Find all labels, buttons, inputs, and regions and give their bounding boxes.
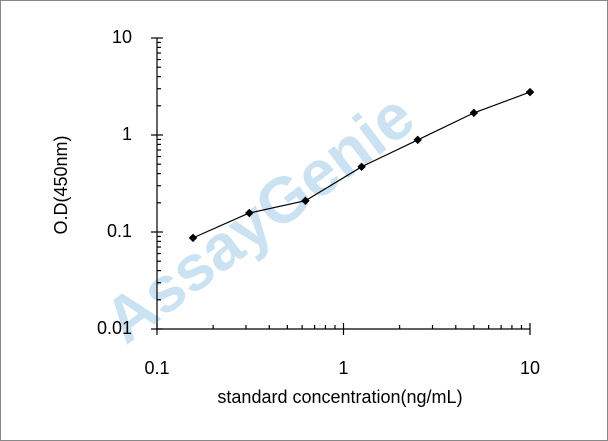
y-tick-label: 1 [122,124,132,144]
x-tick-label: 0.1 [144,358,169,378]
x-tick-label: 10 [520,358,540,378]
data-point [188,233,198,243]
y-tick-label: 10 [112,27,132,47]
data-point [413,135,422,145]
y-axis-label: O.D(450nm) [51,135,71,234]
data-point [469,108,479,118]
y-tick-label: 0.1 [107,221,132,241]
x-axis-label: standard concentration(ng/mL) [217,387,462,407]
data-point [245,208,254,218]
y-tick-label: 0.01 [97,318,132,338]
data-point [357,162,366,172]
data-point [301,196,310,205]
x-tick-label: 1 [338,358,348,378]
